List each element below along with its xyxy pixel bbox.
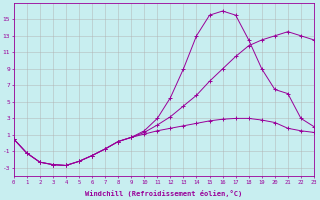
X-axis label: Windchill (Refroidissement éolien,°C): Windchill (Refroidissement éolien,°C) [85, 190, 243, 197]
